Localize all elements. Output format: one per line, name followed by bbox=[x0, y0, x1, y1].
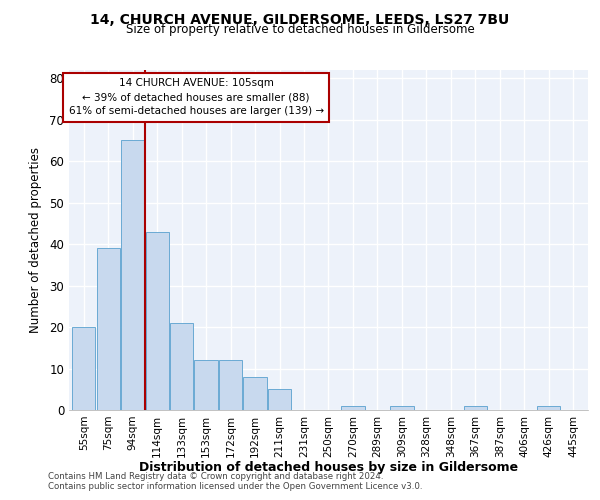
Text: Contains public sector information licensed under the Open Government Licence v3: Contains public sector information licen… bbox=[48, 482, 422, 491]
Text: Contains HM Land Registry data © Crown copyright and database right 2024.: Contains HM Land Registry data © Crown c… bbox=[48, 472, 383, 481]
Text: Distribution of detached houses by size in Gildersome: Distribution of detached houses by size … bbox=[139, 461, 518, 474]
Bar bbox=[268, 390, 291, 410]
Bar bbox=[244, 377, 266, 410]
Text: Size of property relative to detached houses in Gildersome: Size of property relative to detached ho… bbox=[125, 24, 475, 36]
Text: 14, CHURCH AVENUE, GILDERSOME, LEEDS, LS27 7BU: 14, CHURCH AVENUE, GILDERSOME, LEEDS, LS… bbox=[91, 12, 509, 26]
Bar bbox=[391, 406, 413, 410]
Bar bbox=[194, 360, 218, 410]
Bar bbox=[464, 406, 487, 410]
Bar bbox=[146, 232, 169, 410]
Bar bbox=[219, 360, 242, 410]
Bar bbox=[341, 406, 365, 410]
Y-axis label: Number of detached properties: Number of detached properties bbox=[29, 147, 43, 333]
Text: 14 CHURCH AVENUE: 105sqm
← 39% of detached houses are smaller (88)
61% of semi-d: 14 CHURCH AVENUE: 105sqm ← 39% of detach… bbox=[68, 78, 324, 116]
Bar bbox=[121, 140, 144, 410]
Bar bbox=[97, 248, 120, 410]
Bar bbox=[537, 406, 560, 410]
Bar bbox=[72, 327, 95, 410]
Bar bbox=[170, 323, 193, 410]
